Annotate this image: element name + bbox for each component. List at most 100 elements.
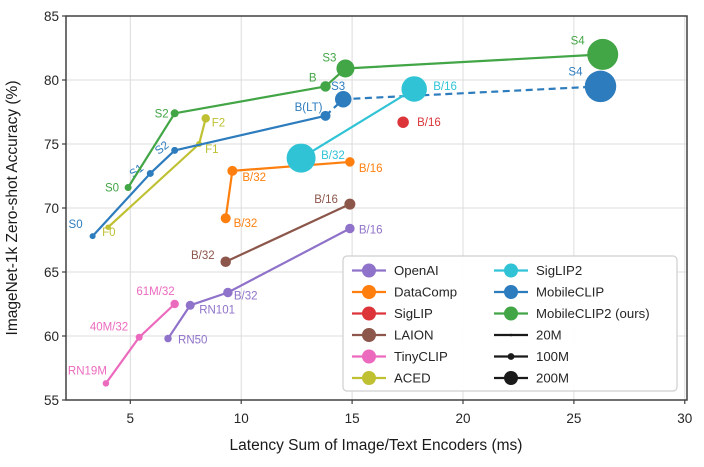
data-point-mobileclip-s2 [171,146,179,154]
data-point-mobileclip-s0 [89,233,96,240]
data-point-datacomp-b-32 [227,165,238,176]
y-tick-label: 55 [44,393,59,408]
legend-series-marker [504,306,518,321]
data-point-aced-f2 [201,114,210,123]
legend-label: SigLIP2 [536,263,582,278]
legend-item-200m: 200M [494,371,569,386]
point-label: F1 [205,144,218,156]
legend-item-aced: ACED [352,371,431,386]
point-label: RN50 [178,335,207,347]
point-label: B/16 [314,194,338,206]
data-point-mobileclip2-ours-s3 [336,59,355,78]
point-label: S3 [322,52,336,64]
legend: OpenAI DataComp SigLIP LAION TinyCLIP ACED Sig… [342,255,678,392]
y-tick-label: 65 [44,265,59,280]
legend-item-20m: 20M [494,328,562,343]
legend-series-marker [504,285,518,299]
legend-item-laion: LAION [352,328,434,343]
point-label: 61M/32 [136,286,174,298]
legend-series-marker [362,263,376,278]
data-point-openai-b-16 [345,223,355,234]
y-axis-label: ImageNet-1k Zero-shot Accuracy (%) [4,81,21,336]
point-label: B/16 [359,224,383,236]
legend-label: DataComp [394,285,457,300]
legend-size-marker [504,371,518,385]
series-openai: RN50 RN101 B/32 B/16 [164,223,383,347]
point-label: B/32 [321,150,345,162]
series-line [300,88,415,160]
point-label: 40M/32 [90,321,128,333]
legend-label: ACED [394,371,431,386]
legend-label: OpenAI [394,263,439,278]
x-tick-label: 10 [234,411,249,426]
y-tick-label: 85 [44,9,59,24]
legend-item-tinyclip: TinyCLIP [352,349,448,364]
data-point-tinyclip-40m-32 [135,333,143,341]
y-tick-label: 75 [44,137,59,152]
point-label: RN19M [68,365,107,377]
point-label: B/16 [433,81,457,93]
legend-item-datacomp: DataComp [352,285,457,300]
legend-item-100m: 100M [494,349,569,364]
series-line [105,303,176,385]
point-label: B/16 [359,163,383,175]
point-label: S0 [105,183,119,195]
data-point-tinyclip-61m-32 [170,299,179,309]
legend-series-marker [362,306,376,321]
data-point-tinyclip-rn19m [102,380,110,387]
data-point-datacomp-b-16 [345,157,355,167]
legend-item-mobileclip2-ours: MobileCLIP2 (ours) [494,306,650,321]
series-siglip: B/16 [397,116,441,129]
x-tick-label: 25 [566,411,581,426]
series-line [224,160,350,219]
legend-item-mobileclip: MobileCLIP [494,285,604,300]
data-point-mobileclip-b-lt [320,110,331,121]
point-label: S4 [568,66,583,78]
series-line [107,118,207,229]
data-point-siglip-b-16 [397,116,409,128]
data-point-mobileclip2-ours-s4 [587,38,619,70]
series-line [167,227,351,340]
point-label: F2 [212,117,225,129]
legend-item-siglip: SigLIP [352,306,433,321]
point-label: S2 [155,108,169,120]
data-point-laion-b-16 [344,198,356,210]
point-label: S0 [69,219,83,231]
legend-label: MobileCLIP [536,285,604,300]
y-tick-label: 60 [44,329,59,344]
data-point-mobileclip2-ours-s0 [124,184,132,192]
legend-label: SigLIP [394,306,433,321]
x-tick-label: 15 [345,411,360,426]
legend-box [342,255,678,392]
point-label: F0 [102,227,115,239]
data-point-mobileclip2-ours-s2 [170,109,179,118]
plot-area: 5 10 15 20 25 3055606570758085RN50RN101B/32B/… [44,9,692,426]
data-point-openai-rn101 [185,300,195,310]
x-tick-label: 20 [455,411,470,426]
series-line [91,114,326,237]
data-point-siglip2-b-16 [401,76,427,102]
point-label: B/32 [234,290,258,302]
series-laion: B/32 B/16 [191,194,356,268]
data-point-datacomp-b-32 [220,213,231,224]
point-label: B/16 [417,117,441,129]
legend-series-marker [362,349,376,364]
legend-series-marker [362,371,376,385]
data-point-mobileclip-s1 [146,169,154,177]
point-label: B/32 [242,172,266,184]
x-tick-label: 5 [127,411,135,426]
legend-series-marker [362,328,376,342]
point-label: B(LT) [295,102,323,114]
legend-series-marker [504,263,518,278]
data-point-mobileclip2-ours-b [320,81,331,92]
data-point-siglip2-b-32 [286,143,316,173]
legend-label: 20M [536,328,562,343]
data-point-mobileclip-s4 [584,70,617,103]
data-point-laion-b-32 [220,256,231,268]
legend-item-siglip2: SigLIP2 [494,263,582,278]
point-label: S4 [571,35,586,47]
series-siglip2: B/32 B/16 [286,76,457,173]
